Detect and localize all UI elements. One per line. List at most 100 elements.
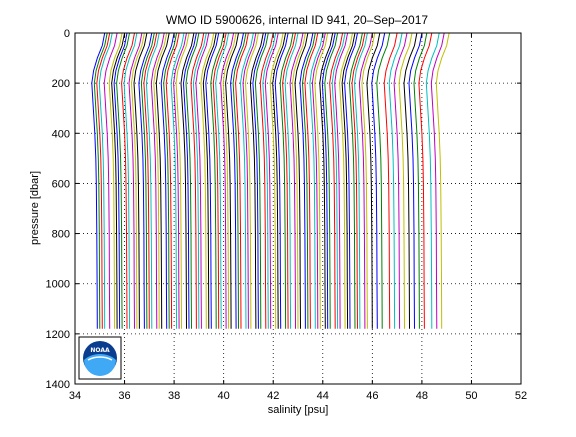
profile-line xyxy=(348,32,363,329)
x-tick-label: 34 xyxy=(69,390,81,402)
y-tick-label: 1000 xyxy=(46,279,70,291)
profile-line xyxy=(289,32,304,329)
series-layer xyxy=(91,32,450,329)
profile-line xyxy=(200,32,215,329)
profile-line xyxy=(103,32,118,329)
profile-line xyxy=(339,32,353,329)
y-tick-label: 200 xyxy=(52,78,70,90)
profile-line xyxy=(182,32,197,329)
profile-line xyxy=(175,32,190,329)
y-tick-label: 0 xyxy=(64,28,70,40)
profile-line xyxy=(358,32,373,329)
profile-line xyxy=(235,32,249,329)
profile-line xyxy=(93,32,108,329)
profile-line xyxy=(202,32,217,329)
profile-line xyxy=(150,32,165,329)
profile-line xyxy=(195,32,210,329)
profile-line xyxy=(222,32,237,329)
profile-line xyxy=(403,32,418,329)
profile-line xyxy=(418,32,433,329)
x-tick-label: 50 xyxy=(465,390,477,402)
y-tick-label: 600 xyxy=(52,178,70,190)
profile-line xyxy=(334,32,349,329)
profile-line xyxy=(116,32,130,329)
profile-line xyxy=(130,32,145,329)
profile-line xyxy=(232,32,247,329)
profile-line xyxy=(344,32,358,329)
profile-line xyxy=(371,32,386,329)
profile-line xyxy=(170,32,185,329)
profile-line xyxy=(259,32,274,329)
profile-line xyxy=(121,32,135,329)
profile-line xyxy=(321,32,336,329)
chart-title: WMO ID 5900626, internal ID 941, 20–Sep–… xyxy=(166,13,428,27)
profile-line xyxy=(133,32,148,329)
x-tick-label: 40 xyxy=(218,390,230,402)
noaa-logo-icon: NOAA xyxy=(78,336,122,380)
profile-line xyxy=(425,32,440,329)
x-tick-labels: 34 36 38 40 42 44 46 48 50 52 xyxy=(69,390,527,402)
profile-line xyxy=(366,32,381,329)
profile-line xyxy=(331,32,346,329)
profile-line xyxy=(254,32,269,329)
profile-line xyxy=(244,32,259,329)
profile-line xyxy=(274,32,289,329)
profile-line xyxy=(309,32,324,329)
profile-line xyxy=(430,32,445,329)
y-tick-label: 1400 xyxy=(46,379,70,391)
profile-line xyxy=(393,32,408,329)
profile-line xyxy=(145,32,160,329)
profile-line xyxy=(351,32,366,329)
profile-line xyxy=(128,32,143,329)
logo-gull xyxy=(87,356,113,361)
profile-line xyxy=(140,32,155,329)
profile-line xyxy=(96,32,111,329)
profile-line xyxy=(180,32,195,329)
profile-line xyxy=(383,32,398,329)
profile-line xyxy=(319,32,334,329)
profile-line xyxy=(324,32,339,329)
logo-wave xyxy=(84,354,116,376)
y-tick-label: 400 xyxy=(52,128,70,140)
profile-line xyxy=(304,32,319,329)
profile-line xyxy=(294,32,309,329)
profile-line xyxy=(341,32,356,329)
profile-line xyxy=(205,32,220,329)
profile-line xyxy=(143,32,158,329)
profile-line xyxy=(225,32,239,329)
profile-line xyxy=(269,32,284,329)
profile-line xyxy=(173,32,187,329)
profile-line xyxy=(215,32,230,329)
profile-line xyxy=(413,32,428,329)
profile-line xyxy=(230,32,244,329)
profile-line xyxy=(353,32,368,329)
x-tick-label: 38 xyxy=(168,390,180,402)
y-tick-labels: 0 200 400 600 800 1000 1200 1400 xyxy=(46,28,70,391)
profile-line xyxy=(98,32,113,329)
x-tick-label: 48 xyxy=(416,390,428,402)
profile-line xyxy=(163,32,178,329)
x-tick-label: 36 xyxy=(118,390,130,402)
profile-line xyxy=(376,32,391,329)
profile-line xyxy=(398,32,413,329)
x-tick-label: 52 xyxy=(515,390,527,402)
profile-line xyxy=(299,32,314,329)
tick-layer xyxy=(74,32,522,385)
profile-line xyxy=(252,32,267,329)
profile-line xyxy=(314,32,329,329)
profile-line xyxy=(192,32,207,329)
y-tick-label: 1200 xyxy=(46,329,70,341)
profile-line xyxy=(262,32,277,329)
profile-line xyxy=(210,32,225,329)
profile-line xyxy=(123,32,138,329)
profile-line xyxy=(249,32,264,329)
profile-line xyxy=(388,32,403,329)
plot-area xyxy=(74,32,522,385)
profile-line xyxy=(264,32,279,329)
plot-frame xyxy=(74,32,522,385)
profile-line xyxy=(108,32,123,329)
profile-line xyxy=(408,32,423,329)
x-tick-label: 44 xyxy=(317,390,329,402)
